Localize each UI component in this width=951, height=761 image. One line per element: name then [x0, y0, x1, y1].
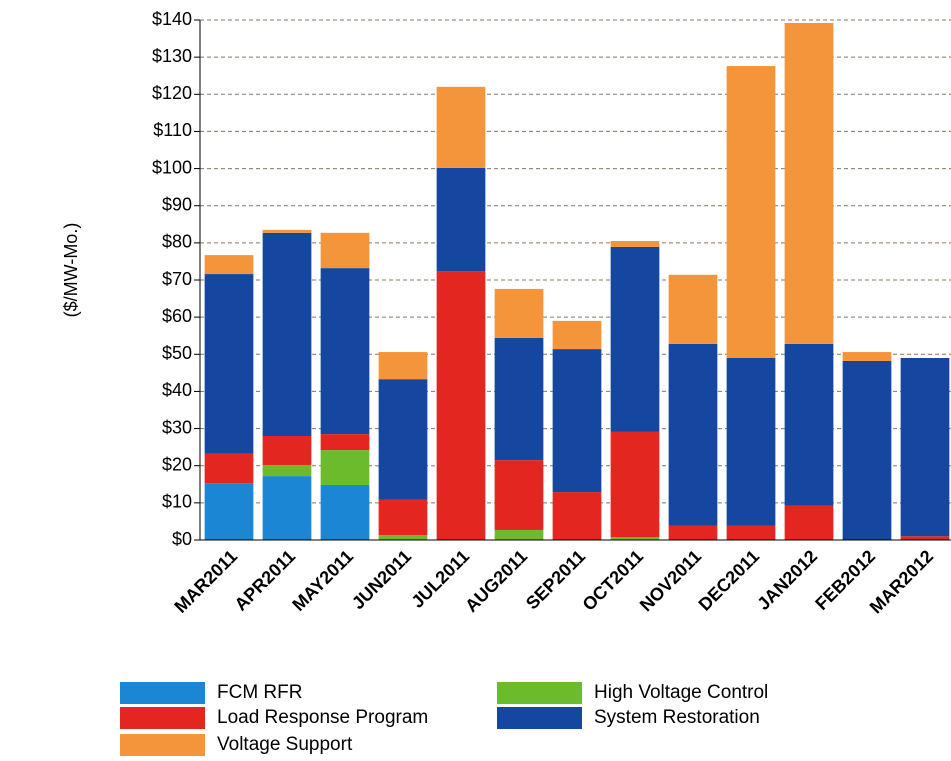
bar-segment — [784, 343, 834, 506]
legend-swatch — [120, 682, 205, 704]
y-tick-label: $30 — [162, 417, 192, 437]
bar-segment — [262, 436, 312, 465]
bar-segment — [436, 167, 486, 272]
y-tick-label: $50 — [162, 343, 192, 363]
legend-label: FCM RFR — [217, 682, 302, 703]
bar-segment — [320, 485, 370, 540]
bar-segment — [552, 492, 602, 540]
x-tick-label: AUG2011 — [461, 546, 531, 616]
legend-label: Load Response Program — [217, 707, 428, 728]
bar-segment — [494, 337, 544, 461]
bar-segment — [900, 536, 950, 540]
bar-segment — [204, 483, 254, 540]
bar-segment — [784, 505, 834, 540]
bar-segment — [610, 431, 660, 538]
bar-segment — [668, 525, 718, 540]
bar-segment — [262, 476, 312, 540]
bar-segment — [436, 271, 486, 540]
bar-segment — [610, 537, 660, 540]
bar-segment — [320, 450, 370, 486]
y-tick-label: $140 — [152, 9, 192, 29]
bar-segment — [262, 232, 312, 436]
bar-segment — [494, 529, 544, 540]
bar-segment — [204, 274, 254, 454]
legend-swatch — [120, 707, 205, 729]
bar-segment — [668, 343, 718, 526]
y-tick-label: $60 — [162, 306, 192, 326]
legend-swatch — [120, 734, 205, 756]
bar-segment — [726, 358, 776, 526]
x-tick-label: MAR2011 — [170, 546, 241, 617]
x-tick-label: MAY2011 — [288, 546, 357, 615]
bar-segment — [320, 232, 370, 269]
x-tick-label: OCT2011 — [579, 546, 648, 615]
bar-segment — [378, 352, 428, 380]
bar-segment — [900, 358, 950, 537]
legend-label: Voltage Support — [217, 734, 353, 755]
bar-segment — [552, 349, 602, 493]
bar-segment — [668, 274, 718, 344]
bar-segment — [378, 499, 428, 536]
y-tick-label: $80 — [162, 232, 192, 252]
x-tick-label: APR2011 — [231, 546, 300, 615]
x-tick-label: MAR2012 — [866, 546, 937, 617]
legend-swatch — [497, 682, 582, 704]
x-tick-label: JAN2012 — [753, 546, 821, 614]
bar-segment — [262, 464, 312, 477]
y-tick-label: $0 — [172, 529, 192, 549]
bar-segment — [378, 379, 428, 500]
bar-segment — [842, 360, 892, 540]
legend-label: System Restoration — [594, 707, 760, 728]
x-tick-label: NOV2011 — [636, 546, 705, 615]
bar-segment — [784, 22, 834, 344]
legend-swatch — [497, 707, 582, 729]
bar-segment — [726, 525, 776, 540]
bar-segment — [610, 246, 660, 432]
bar-segment — [842, 352, 892, 361]
bar-segment — [726, 66, 776, 359]
bar-segment — [436, 86, 486, 168]
bar-segment — [204, 255, 254, 275]
x-tick-label: SEP2011 — [522, 546, 589, 613]
bar-segment — [320, 434, 370, 451]
bar-segment — [552, 320, 602, 350]
bar-segment — [320, 268, 370, 435]
y-tick-label: $120 — [152, 83, 192, 103]
y-tick-label: $20 — [162, 454, 192, 474]
legend-label: High Voltage Control — [594, 682, 768, 703]
y-tick-label: $130 — [152, 46, 192, 66]
bar-segment — [494, 288, 544, 338]
bar-segment — [204, 453, 254, 484]
bar-segment — [378, 535, 428, 540]
x-tick-label: DEC2011 — [695, 546, 764, 615]
y-tick-label: $40 — [162, 380, 192, 400]
x-tick-label: JUN2011 — [348, 546, 415, 613]
bar-segment — [610, 241, 660, 247]
y-tick-label: $110 — [153, 120, 192, 140]
y-tick-label: $70 — [162, 269, 192, 289]
bar-segment — [262, 229, 312, 233]
y-axis-label: ($/MW-Mo.) — [61, 223, 81, 318]
bar-segment — [494, 460, 544, 530]
y-tick-label: $90 — [162, 194, 192, 214]
y-tick-label: $100 — [152, 157, 192, 177]
y-tick-label: $10 — [162, 492, 192, 512]
